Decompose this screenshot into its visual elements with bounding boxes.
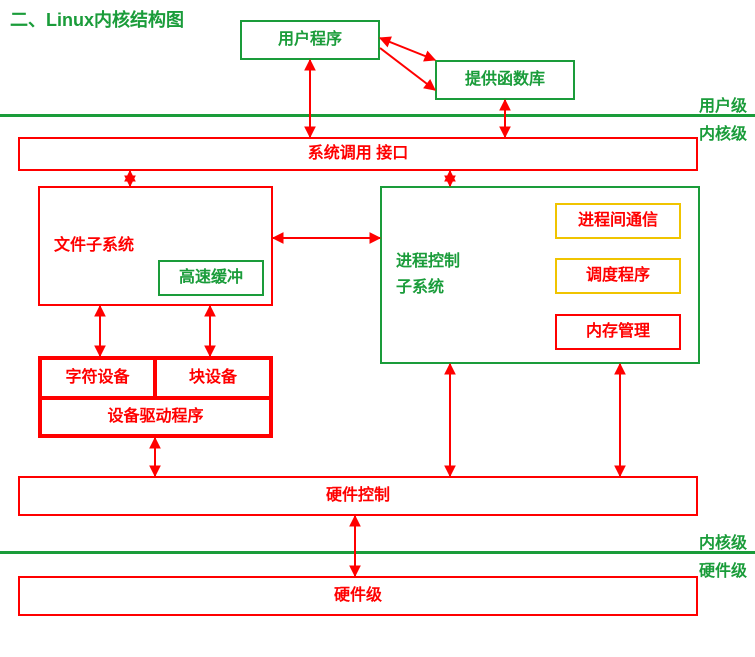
box-label: 硬件级: [334, 583, 382, 609]
diagram-stage: 二、Linux内核结构图 用户级内核级内核级硬件级 用户程序提供函数库系统调用 …: [0, 0, 755, 657]
diagram-title: 二、Linux内核结构图: [10, 6, 184, 32]
box-sched: 调度程序: [555, 258, 681, 294]
box-label: 字符设备: [65, 365, 129, 391]
level-label-below: 内核级: [699, 120, 747, 144]
box-cache: 高速缓冲: [158, 260, 264, 296]
box-syscall: 系统调用 接口: [18, 137, 698, 171]
box-label: 内存管理: [586, 319, 650, 345]
separator-line: [0, 114, 755, 117]
box-driver: 设备驱动程序: [40, 398, 271, 436]
box-label: 块设备: [189, 365, 237, 391]
box-lib: 提供函数库: [435, 60, 575, 100]
separator-line: [0, 551, 755, 554]
box-ipc: 进程间通信: [555, 203, 681, 239]
box-mem: 内存管理: [555, 314, 681, 350]
box-block_dev: 块设备: [155, 358, 271, 398]
box-label: 提供函数库: [465, 67, 545, 93]
box-user_program: 用户程序: [240, 20, 380, 60]
box-label: 进程控制 子系统: [396, 249, 460, 300]
arrow: [380, 38, 435, 60]
box-label: 进程间通信: [578, 208, 658, 234]
box-hw_control: 硬件控制: [18, 476, 698, 516]
box-label: 硬件控制: [326, 483, 390, 509]
level-label-below: 硬件级: [699, 557, 747, 581]
box-char_dev: 字符设备: [40, 358, 155, 398]
box-label: 文件子系统: [54, 233, 134, 259]
box-hw_level: 硬件级: [18, 576, 698, 616]
level-label-above: 内核级: [699, 529, 747, 553]
level-label-above: 用户级: [699, 92, 747, 116]
box-label: 用户程序: [278, 27, 342, 53]
box-label: 系统调用 接口: [308, 141, 408, 167]
arrow: [380, 48, 435, 90]
box-label: 设备驱动程序: [107, 404, 203, 430]
box-label: 高速缓冲: [179, 265, 243, 291]
box-label: 调度程序: [586, 263, 650, 289]
